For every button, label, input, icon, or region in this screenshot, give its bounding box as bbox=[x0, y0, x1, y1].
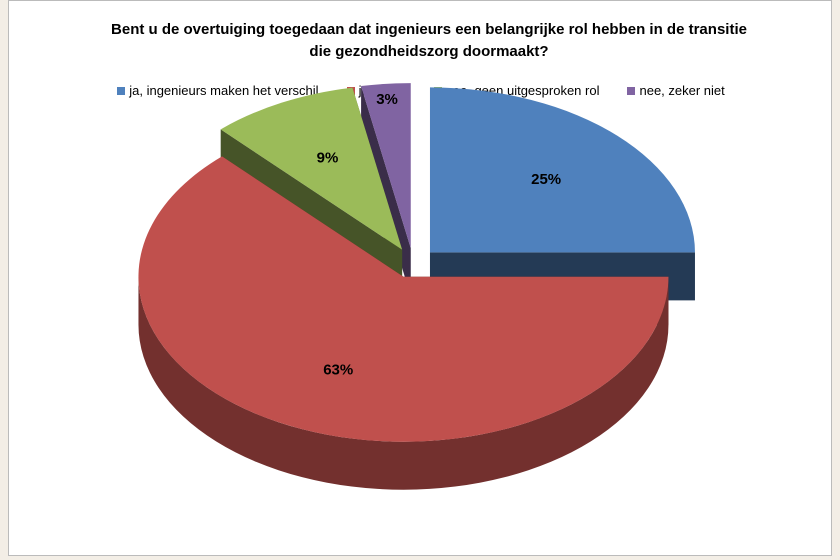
slice-top bbox=[361, 83, 411, 249]
data-label: 9% bbox=[317, 150, 339, 167]
data-label: 3% bbox=[376, 91, 398, 108]
legend-label: nee, zeker niet bbox=[639, 83, 725, 98]
chart: Bent u de overtuiging toegedaan dat inge… bbox=[8, 0, 832, 556]
data-label: 25% bbox=[531, 171, 561, 188]
slice-top bbox=[220, 87, 403, 250]
pie-slice bbox=[429, 87, 695, 301]
legend-swatch bbox=[627, 86, 636, 95]
legend-item: nee, zeker niet bbox=[627, 83, 725, 98]
legend-label: ja, ingenieurs maken het verschil bbox=[129, 83, 319, 98]
chart-title: Bent u de overtuiging toegedaan dat inge… bbox=[111, 21, 747, 60]
legend-item: ja, ingenieurs maken het verschil bbox=[117, 83, 319, 98]
pie-slice bbox=[138, 156, 669, 490]
data-label: 63% bbox=[323, 362, 353, 379]
slice-top bbox=[138, 156, 669, 442]
legend-swatch bbox=[117, 86, 126, 95]
pie-area: 25% 63% 9% 3% bbox=[138, 83, 695, 490]
slice-top bbox=[429, 87, 695, 253]
slice-side bbox=[138, 276, 669, 490]
